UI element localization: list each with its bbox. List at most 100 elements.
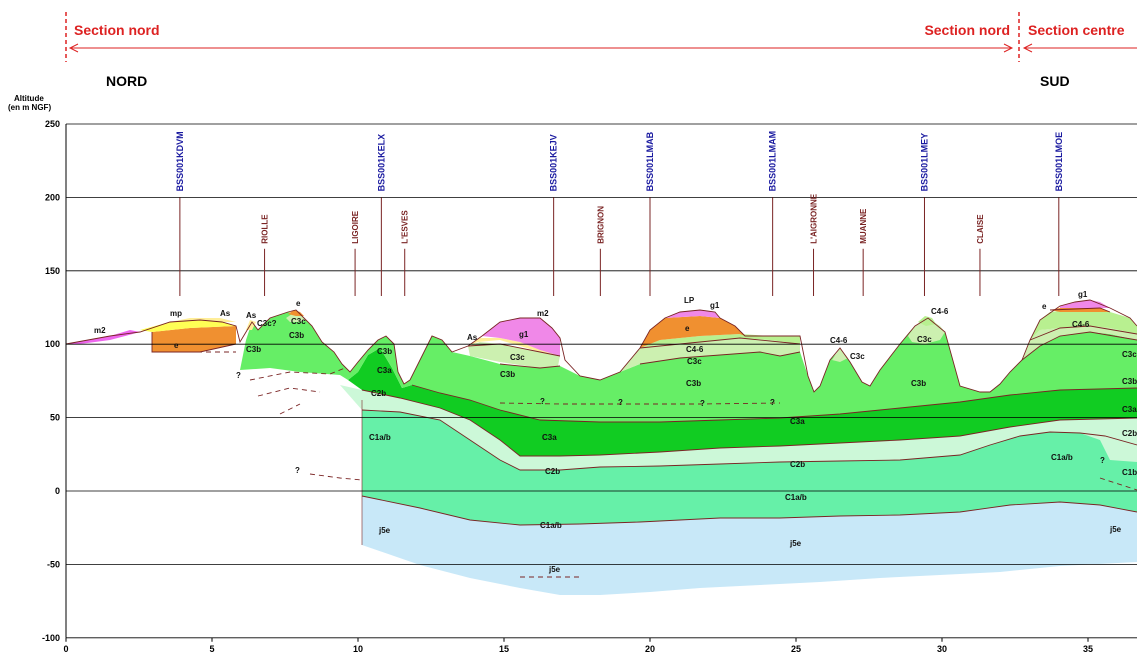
layer-c3c — [468, 342, 560, 368]
label-c3a: C3a — [377, 366, 392, 375]
label-g1: g1 — [1078, 290, 1088, 299]
layer-c3c — [1022, 326, 1137, 360]
label-c3c: C3c — [850, 352, 865, 361]
borehole-label: BSS001LMAM — [768, 131, 778, 192]
layer-c3c — [286, 312, 306, 322]
label-m2: m2 — [94, 326, 106, 335]
label-query: ? — [1100, 456, 1105, 465]
label-query: ? — [540, 397, 545, 406]
label-c3b: C3b — [1122, 377, 1137, 386]
label-c1ab: C1a/b — [540, 521, 562, 530]
label-query: ? — [236, 371, 241, 380]
layer-g1 — [665, 310, 720, 318]
inferred-boundaries — [170, 351, 1137, 578]
label-m2: m2 — [537, 309, 549, 318]
label-c4-6: C4-6 — [686, 345, 704, 354]
label-e: e — [1042, 302, 1047, 311]
label-c2b: C2b — [790, 460, 805, 469]
y-tick-label: 250 — [45, 119, 60, 129]
label-c3a: C3a — [790, 417, 805, 426]
river-label: MUANNE — [859, 208, 868, 244]
label-c3c: C3c — [917, 335, 932, 344]
borehole-label: BSS001KEJV — [549, 134, 559, 191]
river-label: L'ESVES — [401, 210, 410, 244]
label-c1ab: C1a/b — [785, 493, 807, 502]
label-c2b: C2b — [545, 467, 560, 476]
x-tick-label: 15 — [499, 644, 509, 654]
y-tick-label: 100 — [45, 339, 60, 349]
label-g1: g1 — [519, 330, 529, 339]
y-tick-label: 200 — [45, 192, 60, 202]
north-label: NORD — [106, 73, 147, 89]
label-c3c: C3c — [1122, 350, 1137, 359]
label-c3c-query: C3c? — [257, 319, 277, 328]
label-j5e: j5e — [789, 539, 802, 548]
label-c1ab: C1a/b — [1051, 453, 1073, 462]
label-query: ? — [295, 466, 300, 475]
label-e: e — [174, 341, 179, 350]
y-tick-label: -100 — [42, 633, 60, 643]
arrow-left-icon — [68, 43, 79, 53]
arrow-left-icon — [1022, 43, 1033, 53]
layer-boundaries — [65, 299, 1137, 526]
river-label: RIOLLE — [261, 214, 270, 244]
label-e: e — [296, 299, 301, 308]
boreholes: BSS001KDVM BSS001KELX BSS001KEJV BSS001LMAB… — [175, 131, 1064, 296]
label-c3a: C3a — [1122, 405, 1137, 414]
label-j5e: j5e — [378, 526, 391, 535]
x-tick-label: 25 — [791, 644, 801, 654]
label-c1b: C1b — [1122, 468, 1137, 477]
layer-g1 — [1060, 300, 1110, 308]
y-tick-label: 50 — [50, 413, 60, 423]
label-c2b: C2b — [371, 389, 386, 398]
layer-c4-6 — [1030, 310, 1137, 340]
river-label: LIGOIRE — [351, 210, 360, 244]
layer-c1ab — [362, 410, 1137, 525]
layer-labels: m2 mp As As C3c? e C3c C3b C3b e ? C3b C… — [94, 290, 1137, 574]
label-c4-6: C4-6 — [1072, 320, 1090, 329]
borehole-label: BSS001LMAB — [645, 131, 655, 191]
layer-as — [468, 338, 560, 356]
x-tick-label: 10 — [353, 644, 363, 654]
label-c3c: C3c — [510, 353, 525, 362]
layer-j5e — [362, 496, 1137, 595]
label-j5e: j5e — [1109, 525, 1122, 534]
x-tick-label: 5 — [209, 644, 214, 654]
layer-c3c — [832, 348, 848, 362]
label-lp: LP — [684, 296, 695, 305]
altitude-unit: (en m NGF) — [8, 103, 51, 112]
borehole-label: BSS001KDVM — [175, 131, 185, 191]
altitude-gridlines — [65, 123, 1137, 639]
section-label-right: Section nord — [924, 22, 1010, 38]
label-c1ab: C1a/b — [369, 433, 391, 442]
rivers: RIOLLE LIGOIRE L'ESVES BRIGNON L'AIGRONNE MUA… — [261, 193, 985, 296]
label-g1: g1 — [710, 301, 720, 310]
borehole-label: BSS001LMEY — [919, 133, 929, 192]
label-query: ? — [700, 399, 705, 408]
label-c3b: C3b — [911, 379, 926, 388]
label-c3b: C3b — [289, 331, 304, 340]
label-c2b: C2b — [1122, 429, 1137, 438]
y-tick-label: 150 — [45, 266, 60, 276]
layer-c3c — [620, 338, 800, 372]
label-c3b: C3b — [500, 370, 515, 379]
layer-c3a — [348, 348, 1137, 456]
label-c3b: C3b — [686, 379, 701, 388]
geological-layers — [65, 299, 1137, 595]
label-query: ? — [618, 398, 623, 407]
layer-c4-6 — [640, 334, 800, 348]
label-c3a: C3a — [542, 433, 557, 442]
borehole-label: BSS001KELX — [376, 134, 386, 192]
y-axis-ticks: 250 200 150 100 50 0 -50 -100 — [42, 119, 60, 643]
layer-mp — [140, 320, 236, 332]
label-c3b: C3b — [377, 347, 392, 356]
label-c3b: C3b — [246, 345, 261, 354]
river-label: CLAISE — [976, 214, 985, 244]
layer-e — [640, 316, 745, 348]
south-label: SUD — [1040, 73, 1070, 89]
label-j5e: j5e — [548, 565, 561, 574]
x-tick-label: 20 — [645, 644, 655, 654]
label-as: As — [246, 311, 257, 320]
label-c3c: C3c — [687, 357, 702, 366]
